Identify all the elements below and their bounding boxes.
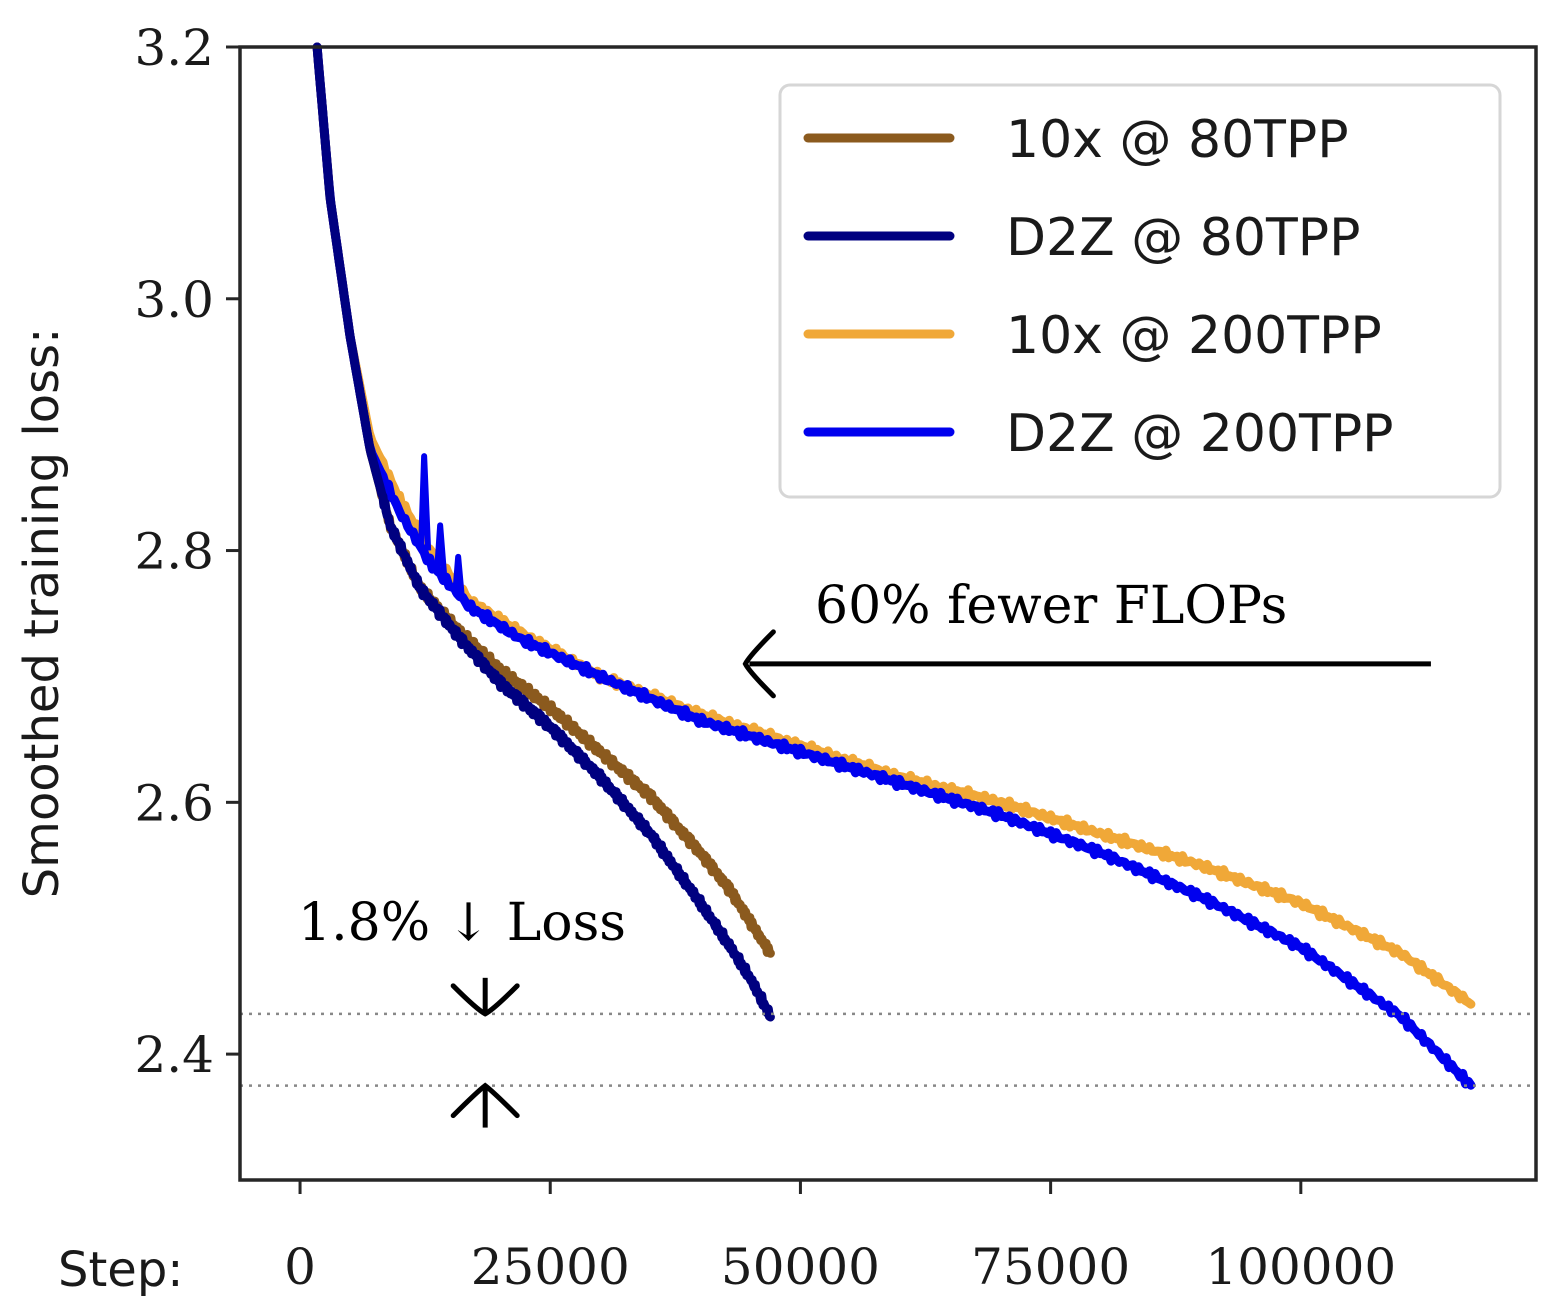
loss-spike-1	[418, 453, 432, 551]
loss-spike-3	[452, 553, 466, 602]
legend-box	[778, 83, 1502, 499]
x-tick-label: 100000	[1205, 1238, 1396, 1296]
loss-spike-2	[434, 522, 448, 576]
y-tick-label: 2.4	[134, 1026, 214, 1084]
legend-label-3: 10x @ 200TPP	[1006, 306, 1382, 366]
legend: 10x @ 80TPP D2Z @ 80TPP 10x @ 200TPP D2Z @ …	[778, 83, 1502, 499]
x-axis-label: Step:	[58, 1242, 183, 1298]
tick-layer: 0 25000 50000 75000 100000 2.4 2.6 2.8 3.0 3.2	[134, 19, 1396, 1296]
reference-lines	[240, 1012, 1536, 1087]
legend-label-2: D2Z @ 80TPP	[1006, 208, 1360, 268]
x-tick-label: 25000	[471, 1238, 630, 1296]
x-tick-label: 0	[284, 1238, 316, 1296]
x-tick-label: 50000	[721, 1238, 880, 1296]
series-line-3	[312, 42, 1476, 1009]
y-tick-label: 2.6	[134, 774, 214, 832]
flops-annotation-text: 60% fewer FLOPs	[815, 576, 1287, 636]
loss-arrow-down-head	[450, 983, 520, 1017]
legend-label-1: 10x @ 80TPP	[1006, 110, 1349, 170]
series-layer	[312, 42, 1476, 1090]
y-tick-label: 3.0	[134, 271, 214, 329]
loss-annotation-text: 1.8% ↓ Loss	[298, 893, 626, 953]
annotation-layer: 60% fewer FLOPs 1.8% ↓ Loss	[298, 576, 1431, 1128]
x-tick-label: 75000	[971, 1238, 1130, 1296]
flops-arrow-head	[742, 629, 776, 699]
y-axis-label: Smoothed training loss:	[14, 328, 70, 899]
legend-label-4: D2Z @ 200TPP	[1006, 404, 1394, 464]
plot-frame	[238, 45, 1538, 1182]
loss-arrow-up-head	[450, 1082, 520, 1119]
y-tick-label: 3.2	[134, 19, 214, 77]
series-line-2	[312, 42, 775, 1022]
y-tick-label: 2.8	[134, 523, 214, 581]
legend-items: 10x @ 80TPP D2Z @ 80TPP 10x @ 200TPP D2Z @ …	[803, 110, 1394, 464]
series-line-4	[312, 42, 1476, 1090]
